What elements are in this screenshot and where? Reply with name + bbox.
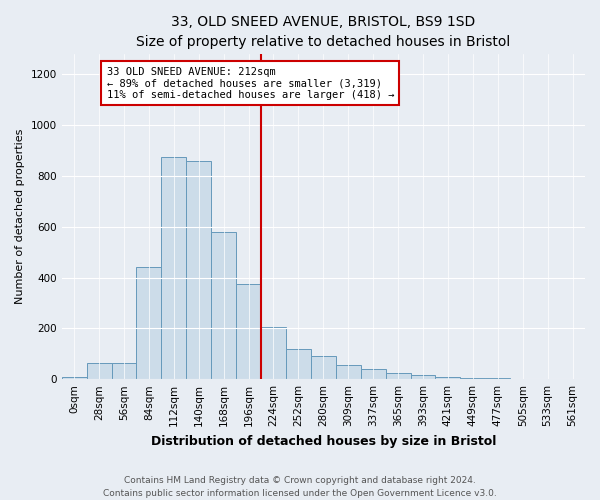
Bar — [560, 378, 585, 379]
Bar — [510, 378, 535, 379]
Bar — [460, 378, 485, 379]
Bar — [211, 232, 236, 379]
Text: Contains HM Land Registry data © Crown copyright and database right 2024.
Contai: Contains HM Land Registry data © Crown c… — [103, 476, 497, 498]
Bar — [361, 369, 386, 379]
Bar — [286, 348, 311, 379]
Bar — [311, 356, 336, 379]
Bar — [436, 377, 460, 379]
Bar — [62, 376, 86, 379]
Bar — [136, 268, 161, 379]
Bar — [386, 373, 410, 379]
Text: 33 OLD SNEED AVENUE: 212sqm
← 89% of detached houses are smaller (3,319)
11% of : 33 OLD SNEED AVENUE: 212sqm ← 89% of det… — [107, 66, 394, 100]
Bar — [535, 378, 560, 379]
Bar — [485, 378, 510, 379]
X-axis label: Distribution of detached houses by size in Bristol: Distribution of detached houses by size … — [151, 434, 496, 448]
Bar — [112, 362, 136, 379]
Bar — [161, 157, 186, 379]
Bar — [186, 160, 211, 379]
Bar — [261, 327, 286, 379]
Title: 33, OLD SNEED AVENUE, BRISTOL, BS9 1SD
Size of property relative to detached hou: 33, OLD SNEED AVENUE, BRISTOL, BS9 1SD S… — [136, 15, 511, 48]
Y-axis label: Number of detached properties: Number of detached properties — [15, 129, 25, 304]
Bar — [410, 374, 436, 379]
Bar — [86, 362, 112, 379]
Bar — [336, 365, 361, 379]
Bar — [236, 284, 261, 379]
